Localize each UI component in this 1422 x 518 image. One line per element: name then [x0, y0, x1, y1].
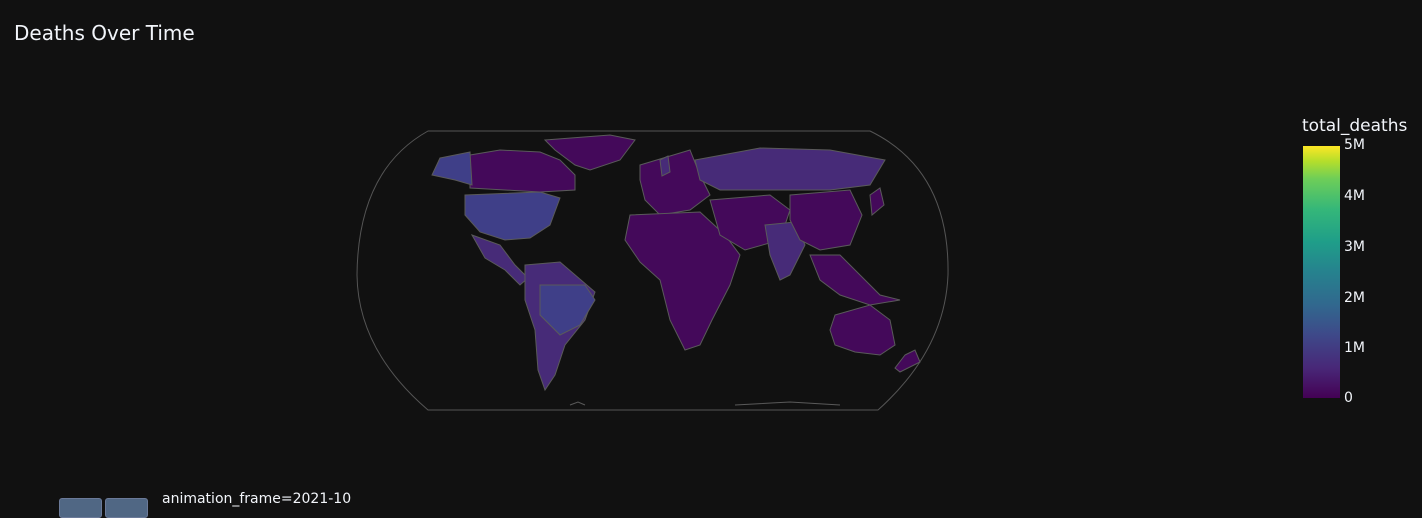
country-europe[interactable]	[639, 149, 711, 216]
world-map[interactable]	[0, 0, 1422, 502]
country-china[interactable]	[789, 189, 863, 251]
country-russia[interactable]	[694, 147, 886, 191]
play-button[interactable]	[59, 498, 102, 518]
colorbar-tick: 5M	[1344, 137, 1365, 153]
colorbar-title: total_deaths	[1302, 116, 1408, 136]
country-southeast-asia[interactable]	[809, 254, 901, 306]
country-canada[interactable]	[469, 149, 576, 193]
pause-button[interactable]	[105, 498, 148, 518]
country-mexico[interactable]	[470, 234, 529, 286]
country-uk[interactable]	[659, 155, 671, 177]
animation-frame-label: animation_frame=2021-10	[162, 491, 352, 507]
country-new-zealand[interactable]	[894, 349, 921, 373]
colorbar-tick: 0	[1344, 390, 1353, 406]
colorbar-tick: 3M	[1344, 239, 1365, 255]
chart-title: Deaths Over Time	[14, 21, 195, 45]
country-australia[interactable]	[829, 304, 896, 356]
country-greenland[interactable]	[543, 134, 636, 171]
country-japan[interactable]	[869, 187, 885, 216]
country-usa[interactable]	[464, 191, 561, 241]
country-antarctica	[569, 401, 841, 406]
colorbar-tick: 2M	[1344, 290, 1365, 306]
country-alaska[interactable]	[431, 151, 473, 186]
country-brazil[interactable]	[539, 284, 596, 336]
colorbar-tick: 1M	[1344, 340, 1365, 356]
colorbar	[1303, 146, 1340, 398]
colorbar-tick: 4M	[1344, 188, 1365, 204]
